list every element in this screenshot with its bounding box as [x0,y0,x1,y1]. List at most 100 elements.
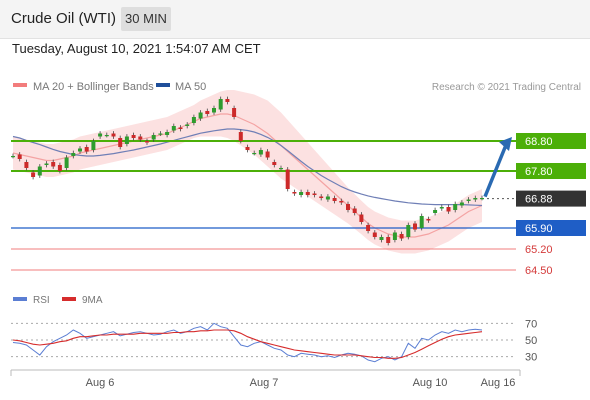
candle-body [78,148,82,152]
candle-body [366,225,371,231]
candle-body [205,111,210,114]
ma9-legend-label: 9MA [82,295,103,306]
rsi-level-label: 70 [525,318,537,330]
resistance-label: 68.80 [525,136,553,148]
x-tick-label: Aug 10 [413,377,448,389]
support-tag [516,220,586,236]
candle-body [225,99,230,102]
candle-body [37,166,42,176]
support-label: 65.90 [525,223,553,235]
candle-body [185,124,190,126]
candle-body [312,193,317,195]
ma50-legend-label: MA 50 [175,81,206,93]
candle-body [265,151,270,158]
candle-body [118,138,123,147]
ma20-legend-swatch [13,83,27,87]
candle-body [44,163,49,165]
rsi-legend-label: RSI [33,295,50,306]
ma50-line [12,128,483,207]
rsi-level-label: 50 [525,335,537,347]
candle-body [252,153,257,155]
projection-arrow-shaft [483,144,508,198]
candle-body [332,198,337,201]
credit-label: Research © 2021 Trading Central [432,82,581,93]
candle-body [399,234,404,239]
candle-body [111,133,116,137]
candle-body [339,201,344,203]
resistance-tag [516,163,586,179]
ma20-legend-label: MA 20 + Bollinger Bands [33,81,154,93]
candle-body [299,192,304,195]
candle-body [319,196,324,198]
candle-body [258,150,263,155]
candle-body [138,136,143,140]
candle-body [279,168,283,170]
candle-body [272,162,277,165]
candle-body [426,219,431,221]
timeframe-badge[interactable]: 30 MIN [121,7,171,31]
candle-body [480,198,484,200]
current-price-tag [516,190,586,207]
rsi-line [12,322,483,363]
candle-body [413,223,417,230]
candle-body [473,198,478,200]
candle-body [151,135,156,140]
candle-body [352,208,357,213]
candle-body [285,169,290,189]
candle-body [325,196,330,200]
candle-body [439,207,444,209]
candle-body [158,133,163,135]
candle-body [453,204,458,210]
price-chart: MA 20 + Bollinger Bands MA 50 Research ©… [10,81,586,389]
candle-body [406,225,411,237]
target-label: 65.20 [525,244,553,256]
candle-body [145,141,149,143]
candle-body [292,192,297,194]
current-price-label: 66.88 [525,194,553,206]
candle-body [98,133,103,137]
candle-body [379,237,384,240]
candle-body [191,117,196,123]
candle-body [218,99,223,110]
candle-body [372,232,377,237]
candle-body [359,214,364,222]
candle-body [346,204,350,210]
candle-body [419,216,424,228]
candle-body [459,202,464,206]
candle-body [238,132,243,141]
candle-body [84,147,89,152]
candle-body [124,136,129,144]
x-tick-label: Aug 6 [86,377,115,389]
candle-body [446,207,451,212]
candle-body [305,192,310,195]
candle-body [433,210,438,213]
rsi-layer: 70 50 30 [11,318,537,364]
candle-body [11,156,15,158]
candle-body [17,154,22,159]
candle-body [198,112,203,119]
bollinger-band [13,90,482,254]
ma20-line [12,113,483,238]
chart-header: Crude Oil (WTI) 30 MIN [0,0,590,39]
rsi-level-label: 30 [525,352,537,364]
candle-body [131,135,136,138]
candle-body [51,162,56,167]
rsi-legend-swatch [13,297,27,301]
candle-body [386,237,391,243]
candle-body [232,108,237,117]
x-tick-label: Aug 7 [250,377,279,389]
candle-body [104,135,109,137]
candle-body [57,165,62,171]
resistance-label: 67.80 [525,166,553,178]
ma9-legend-swatch [62,297,76,301]
projection-arrow-head [499,137,512,151]
candle-body [178,127,183,129]
x-tick-label: Aug 16 [481,377,516,389]
candle-body [466,199,471,201]
candle-body [171,126,176,131]
resistance-tag [516,133,586,149]
candle-body [212,108,216,113]
candle-body [91,141,96,150]
price-layer: 68.80 67.80 66.88 65.90 65.20 64.50 [11,90,586,277]
rsi-ma9-line [12,329,483,359]
